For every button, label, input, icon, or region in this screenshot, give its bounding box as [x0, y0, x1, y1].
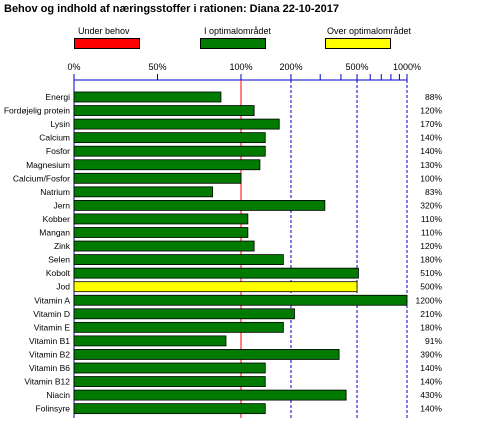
- legend-swatch-under: [74, 38, 140, 49]
- value-label: 180%: [420, 322, 442, 332]
- value-label: 140%: [420, 377, 442, 387]
- value-label: 320%: [420, 200, 442, 210]
- category-label: Mangan: [39, 228, 70, 238]
- x-tick-label: 100%: [229, 62, 252, 72]
- value-label: 130%: [420, 160, 442, 170]
- value-label: 110%: [421, 228, 443, 238]
- category-label: Vitamin B12: [24, 377, 70, 387]
- category-label: Vitamin B2: [29, 349, 70, 359]
- category-label: Jod: [56, 282, 70, 292]
- value-label: 110%: [421, 214, 443, 224]
- bar: [73, 172, 242, 184]
- value-label: 430%: [420, 390, 442, 400]
- legend-label-over: Over optimalområdet: [327, 26, 412, 36]
- bar: [73, 213, 249, 225]
- bar: [73, 227, 249, 238]
- legend-swatch-over: [325, 38, 391, 49]
- bar: [73, 376, 266, 387]
- legend-swatch-optimal: [200, 38, 266, 49]
- bar: [73, 403, 266, 415]
- value-label: 100%: [420, 173, 442, 183]
- value-label: 140%: [420, 363, 442, 373]
- bar: [73, 308, 295, 320]
- bar: [73, 159, 261, 171]
- value-label: 390%: [420, 349, 442, 359]
- category-label: Vitamin D: [33, 309, 70, 319]
- value-label: 140%: [420, 404, 442, 414]
- value-label: 120%: [420, 106, 442, 116]
- bar: [73, 118, 280, 130]
- category-label: Kobolt: [46, 268, 71, 278]
- value-label: 510%: [420, 268, 442, 278]
- value-label: 500%: [420, 282, 442, 292]
- category-label: Kobber: [43, 214, 71, 224]
- category-label: Jern: [53, 200, 70, 210]
- bar: [73, 186, 214, 198]
- category-label: Folinsyre: [36, 404, 71, 414]
- bar: [73, 335, 227, 347]
- bar: [73, 145, 266, 157]
- value-label: 83%: [425, 187, 442, 197]
- bar: [73, 91, 222, 103]
- x-tick-label: 500%: [346, 62, 369, 72]
- category-label: Fordøjelig protein: [4, 106, 70, 116]
- bar: [73, 254, 284, 266]
- category-label: Natrium: [40, 187, 70, 197]
- bar: [73, 267, 359, 279]
- bar: [73, 105, 255, 116]
- category-label: Lysin: [50, 119, 70, 129]
- x-tick-label: 200%: [279, 62, 302, 72]
- x-tick-label: 50%: [148, 62, 166, 72]
- bar: [73, 321, 284, 333]
- value-label: 1200%: [416, 295, 443, 305]
- category-label: Calcium/Fosfor: [13, 173, 70, 183]
- category-label: Vitamin A: [34, 295, 70, 305]
- category-label: Zink: [54, 241, 71, 251]
- bar: [73, 362, 266, 374]
- bar: [73, 281, 358, 293]
- legend-label-under: Under behov: [78, 26, 130, 36]
- x-tick-label: 0%: [67, 62, 80, 72]
- x-tick-label: 1000%: [393, 62, 421, 72]
- bar: [73, 294, 408, 306]
- value-label: 120%: [420, 241, 442, 251]
- category-label: Energi: [45, 92, 70, 102]
- bar: [73, 199, 326, 211]
- chart-title: Behov og indhold af næringsstoffer i rat…: [4, 3, 339, 15]
- category-label: Vitamin B1: [29, 336, 70, 346]
- category-label: Selen: [48, 255, 70, 265]
- value-label: 180%: [420, 255, 442, 265]
- category-label: Fosfor: [46, 146, 70, 156]
- category-label: Calcium: [39, 133, 70, 143]
- value-label: 88%: [425, 92, 442, 102]
- bar: [73, 389, 347, 401]
- bar: [73, 240, 255, 252]
- category-label: Magnesium: [26, 160, 70, 170]
- category-label: Niacin: [46, 390, 70, 400]
- value-label: 91%: [425, 336, 442, 346]
- value-label: 210%: [420, 309, 442, 319]
- legend-label-optimal: I optimalområdet: [204, 26, 272, 36]
- category-label: Vitamin E: [34, 322, 71, 332]
- value-label: 140%: [420, 146, 442, 156]
- bar: [73, 132, 266, 144]
- value-label: 140%: [420, 133, 442, 143]
- bar: [73, 349, 340, 360]
- category-label: Vitamin B6: [29, 363, 70, 373]
- value-label: 170%: [420, 119, 442, 129]
